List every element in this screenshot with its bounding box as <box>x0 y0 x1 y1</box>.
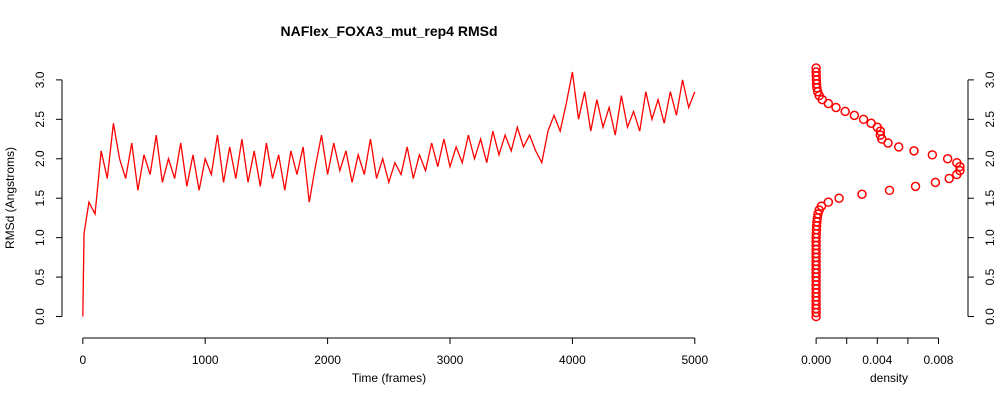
x-tick-label: 5000 <box>681 353 708 367</box>
point <box>884 185 895 196</box>
point <box>811 67 821 77</box>
point <box>955 165 965 176</box>
y-tick-label: 2.5 <box>983 111 997 128</box>
point <box>944 173 954 184</box>
y-tick-label: 3.0 <box>33 71 47 88</box>
y-tick-label: 0.5 <box>33 268 47 285</box>
y-tick-label: 1.5 <box>33 190 47 207</box>
y-tick-label: 1.0 <box>33 229 47 246</box>
y-tick-label: 2.5 <box>33 111 47 128</box>
y-axis-label: RMSd (Angstroms) <box>3 147 17 249</box>
point <box>952 157 962 168</box>
x-tick-label: 4000 <box>559 353 586 367</box>
point <box>930 177 941 188</box>
point <box>893 142 904 152</box>
x-tick-label: 2000 <box>314 353 341 367</box>
point <box>813 209 823 219</box>
x-tick-label: 1000 <box>192 353 219 367</box>
point <box>849 110 860 121</box>
point <box>866 118 876 129</box>
y-tick-label: 1.0 <box>983 229 997 246</box>
series-line <box>82 71 696 317</box>
y-tick-label: 3.0 <box>983 71 997 88</box>
x-tick-label: 0 <box>79 353 86 367</box>
x-tick-label: 3000 <box>437 353 464 367</box>
point <box>857 189 867 200</box>
point <box>811 63 821 73</box>
y-tick-label: 2.0 <box>33 150 47 167</box>
point <box>834 193 844 203</box>
point <box>858 114 869 125</box>
y-tick-label: 0.0 <box>33 308 47 325</box>
point <box>909 146 919 156</box>
point <box>875 130 886 140</box>
x-tick-label: 0.008 <box>923 353 953 367</box>
point <box>816 201 827 211</box>
point <box>840 106 850 117</box>
y-tick-label: 1.5 <box>983 190 997 207</box>
x-axis-label: density <box>870 371 908 385</box>
point <box>910 181 921 192</box>
point <box>831 102 841 113</box>
x-tick-label: 0.004 <box>862 353 892 367</box>
point <box>823 197 834 207</box>
y-tick-label: 0.0 <box>983 308 997 325</box>
y-tick-label: 0.5 <box>983 268 997 285</box>
y-tick-label: 2.0 <box>983 150 997 167</box>
point <box>927 150 938 160</box>
x-tick-label: 0.000 <box>801 353 831 367</box>
point <box>942 154 953 164</box>
x-axis-label: Time (frames) <box>352 371 426 385</box>
chart-title: NAFlex_FOXA3_mut_rep4 RMSd <box>280 23 497 39</box>
